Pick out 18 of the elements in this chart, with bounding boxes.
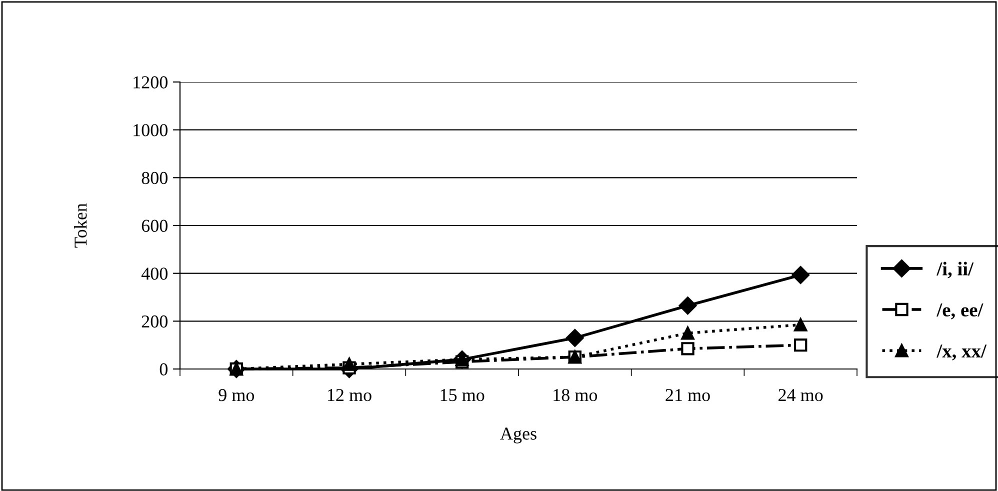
y-tick-label: 1000: [134, 124, 168, 136]
x-tick-label: 15 mo: [440, 389, 484, 402]
y-tick-label: 200: [142, 315, 168, 328]
x-tick-label: 18 mo: [554, 388, 598, 402]
y-tick-label: 1200: [134, 76, 168, 88]
y-tick-label: 0: [160, 363, 168, 376]
x-tick-label: 9 mo: [218, 389, 254, 402]
y-axis-title: Token: [74, 203, 87, 248]
y-tick-label: 600: [142, 220, 168, 232]
legend-label: /i, ii/: [936, 262, 974, 278]
y-tick-label: 400: [141, 268, 168, 280]
legend-label: /e, ee/: [936, 304, 984, 320]
x-tick-label: 12 mo: [328, 389, 372, 402]
x-tick-label: 24 mo: [778, 389, 823, 402]
x-axis-title: Ages: [500, 428, 536, 444]
y-tick-label: 800: [142, 172, 168, 184]
x-tick-label: 21 mo: [666, 389, 710, 402]
legend-label: /x, xx/: [936, 344, 987, 360]
